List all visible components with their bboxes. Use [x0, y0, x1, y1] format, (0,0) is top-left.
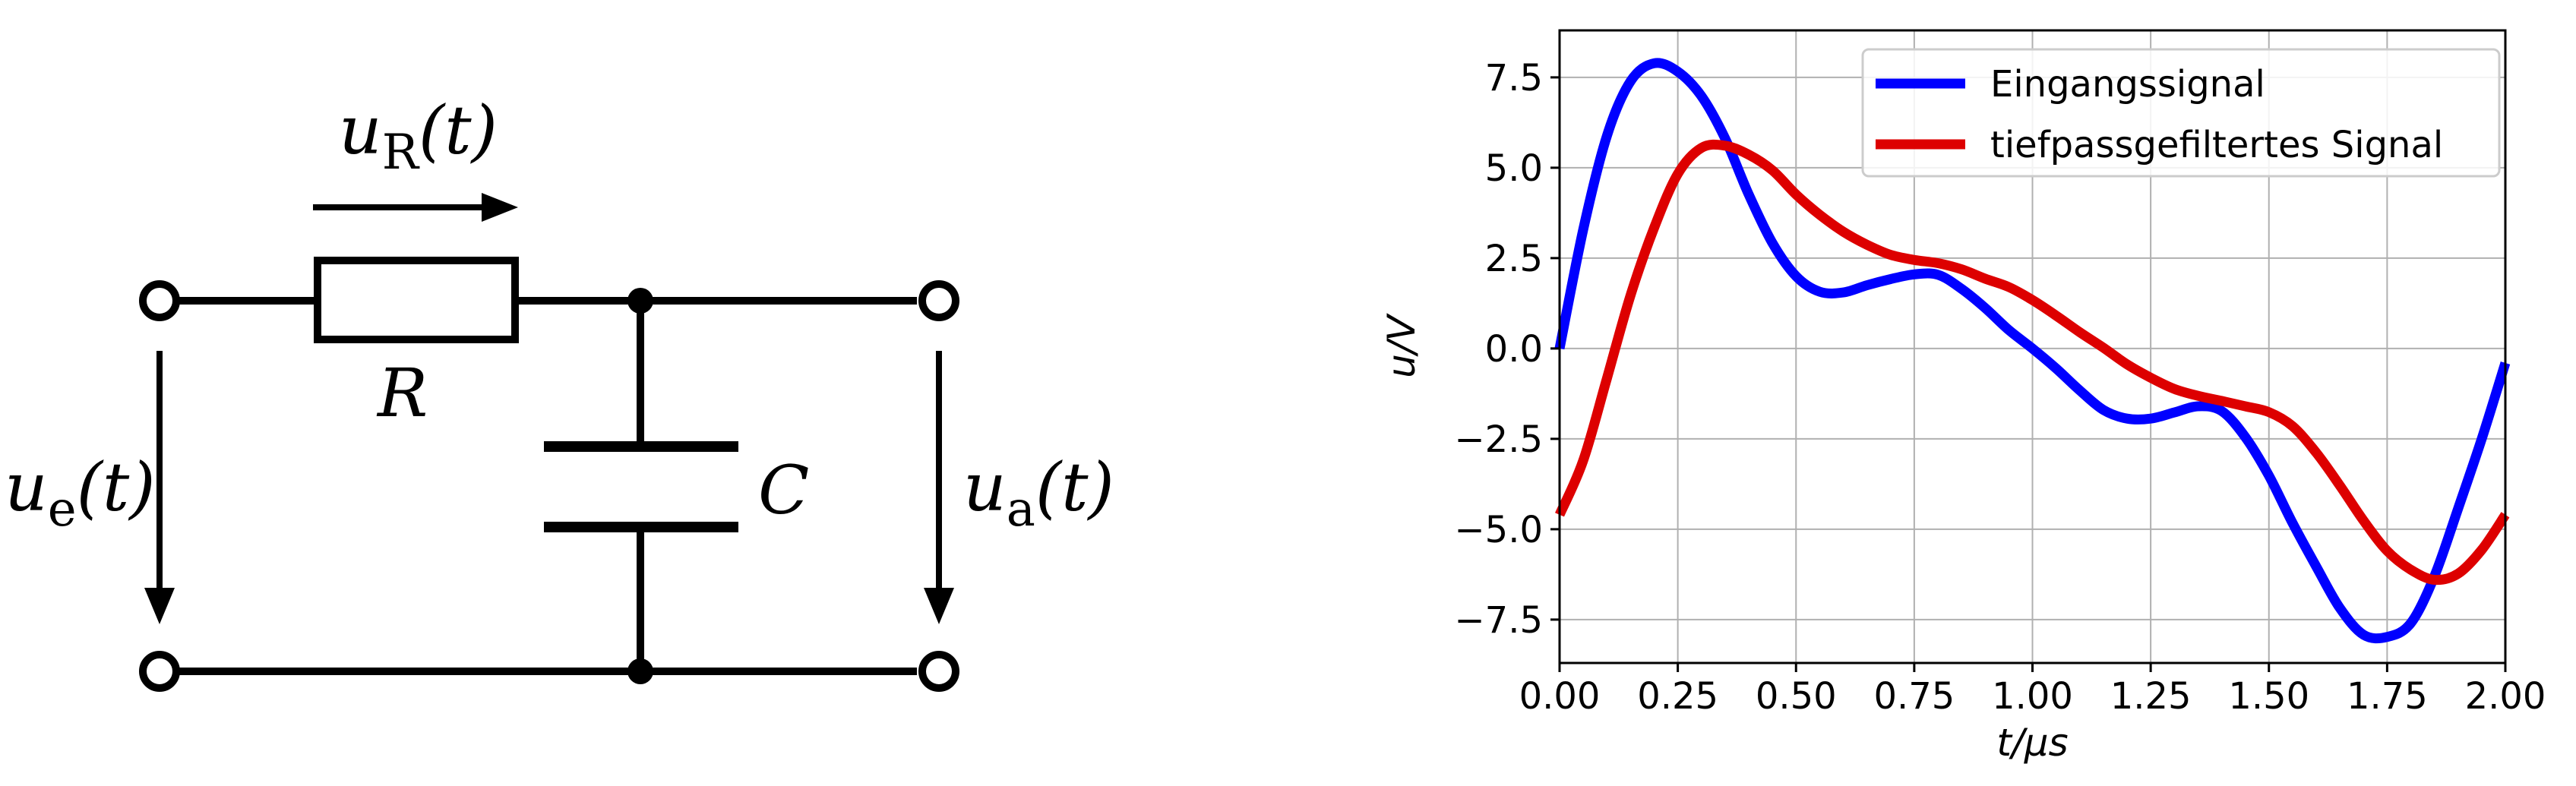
y-tick-label: −7.5 [1454, 599, 1543, 642]
x-tick-label: 1.00 [1992, 675, 2073, 718]
y-tick-label: 7.5 [1485, 57, 1543, 99]
label-resistor: R [376, 354, 428, 432]
y-tick-label: 5.0 [1485, 147, 1543, 190]
terminal-out-top [918, 280, 959, 321]
axis-ticks: 0.00 0.25 0.50 0.75 1.00 1.25 1.50 1.75 2.00 −7.5… [1454, 57, 2546, 718]
legend-label-1: Eingangssignal [1990, 63, 2265, 106]
signal-chart: 0.00 0.25 0.50 0.75 1.00 1.25 1.50 1.75 2.00 −7.5… [1380, 29, 2546, 765]
legend: Eingangssignal tiefpassgefiltertes Signal [1861, 48, 2501, 178]
x-tick-label: 0.25 [1637, 675, 1718, 718]
terminal-out-bottom [918, 651, 959, 692]
y-tick-label: 2.5 [1485, 238, 1543, 280]
x-tick-label: 1.75 [2347, 675, 2428, 718]
label-u-r: uR(t) [339, 91, 498, 181]
rc-lowpass-circuit: uR(t) R C ue(t) ua(t) [5, 91, 1114, 692]
label-capacitor: C [758, 451, 809, 529]
junction-bottom [627, 658, 653, 684]
x-tick-label: 0.50 [1756, 675, 1837, 718]
arrow-u-r-head [482, 193, 518, 222]
series-line-1 [1554, 58, 2511, 644]
y-axis-label: u/V [1380, 312, 1424, 378]
legend-label-2: tiefpassgefiltertes Signal [1990, 124, 2443, 166]
x-tick-label: 0.75 [1873, 675, 1955, 718]
resistor-symbol [314, 257, 519, 343]
x-tick-label: 2.00 [2465, 675, 2546, 718]
label-u-a: ua(t) [963, 448, 1114, 538]
terminal-in-bottom [139, 651, 180, 692]
x-axis-label: t/μs [1996, 721, 2068, 765]
junction-top [627, 288, 653, 314]
y-tick-label: −5.0 [1454, 509, 1543, 551]
terminal-in-top [139, 280, 180, 321]
arrow-u-e-head [144, 588, 175, 624]
legend-box [1861, 48, 2501, 178]
series-line-2 [1555, 139, 2510, 586]
label-u-e: ue(t) [5, 448, 156, 538]
arrow-u-a-head [924, 588, 954, 624]
x-tick-label: 1.25 [2110, 675, 2192, 718]
series-lines [1554, 58, 2511, 644]
x-tick-label: 1.50 [2228, 675, 2309, 718]
y-tick-label: −2.5 [1454, 418, 1543, 461]
x-tick-label: 0.00 [1519, 675, 1601, 718]
y-tick-label: 0.0 [1485, 328, 1543, 371]
